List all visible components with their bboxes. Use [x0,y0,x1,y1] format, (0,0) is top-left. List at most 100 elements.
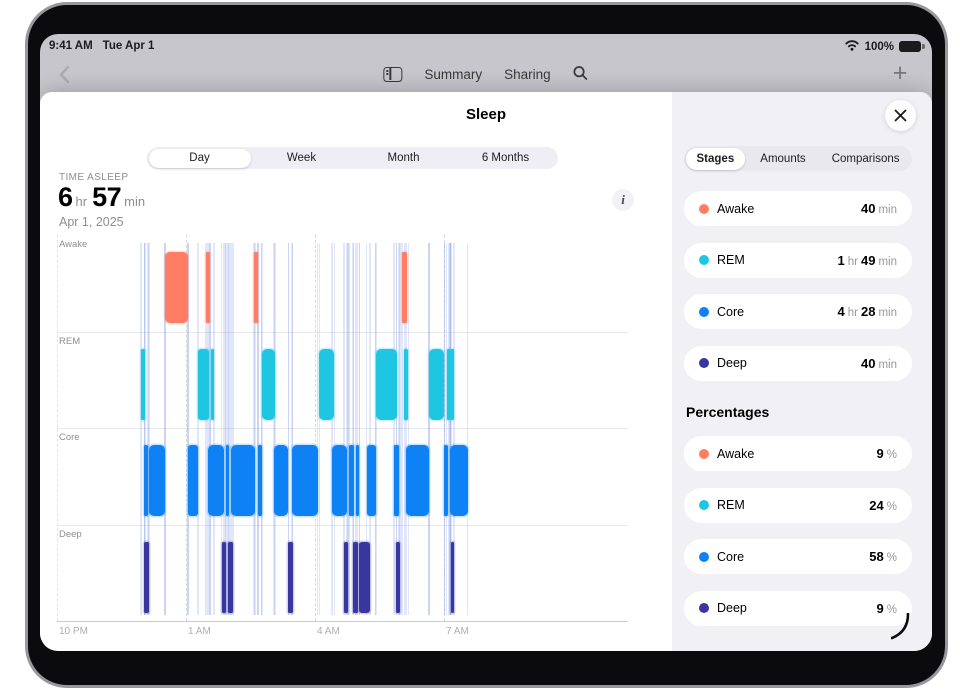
stage-transition-line [287,243,290,615]
stage-transition-line [220,243,223,615]
stage-transition-line [273,243,275,615]
sleep-bar-rem [210,348,214,420]
sleep-bar-core [225,445,230,516]
stage-transition-line [403,243,406,615]
sleep-bar-core [257,445,263,516]
stage-color-dot [699,603,709,613]
sleep-bar-deep [221,541,226,613]
axis-tick-label: 7 AM [446,626,469,637]
sleep-bar-core [188,445,198,516]
sleep-bar-core [405,445,429,516]
sleep-bar-core [291,445,318,516]
stage-transition-line [428,243,430,615]
stage-transition-line [291,243,293,615]
stage-transition-line [453,243,456,615]
nav-bar: Summary Sharing [383,61,588,87]
stages-tab-amounts[interactable]: Amounts [760,152,806,165]
stage-transition-line [164,243,166,615]
value-number: 24 [869,497,884,513]
stage-transition-line [401,243,403,615]
stage-transition-line [144,243,146,615]
range-tab-day[interactable]: Day [148,148,251,168]
stage-transition-line [274,243,276,615]
stage-transition-line [449,243,452,615]
value-unit: hr [75,194,88,209]
stage-transition-line [352,243,354,615]
sleep-bar-awake [401,252,407,323]
page-curl-mark [890,612,913,646]
stage-transition-line [374,243,377,615]
sleep-bar-core [450,445,468,516]
value-unit: % [886,449,897,461]
sleep-bar-deep [352,541,358,613]
value-unit: min [878,204,897,216]
stage-transition-line [356,243,359,615]
axis-tick-label: 10 PM [59,626,88,637]
stage-name: Awake [717,201,755,216]
stage-transition-line [407,243,410,615]
back-button[interactable] [51,61,77,87]
sleep-bar-deep [450,541,455,613]
stage-transition-line [227,243,229,615]
stage-transition-line [450,243,452,615]
sleep-bar-core [444,445,449,516]
stage-transition-line [405,243,408,615]
add-button[interactable]: + [892,58,908,87]
value-unit: hr [847,255,858,268]
sleep-bar-core [332,445,347,516]
status-date: Tue Apr 1 [102,40,155,52]
nav-tab-summary[interactable]: Summary [424,66,483,82]
stage-transition-line [393,243,395,615]
stage-name: REM [717,498,745,512]
stage-transition-line [375,243,377,615]
sleep-bar-awake [164,252,189,323]
value-number: 1 [837,252,845,268]
stage-name: REM [717,253,745,267]
stage-transition-line [228,243,230,615]
sidebar-toggle-icon[interactable] [383,66,403,82]
sleep-stages-chart: 10 PM 1 AM 4 AM 7 AM Awake REM Core Deep [57,235,628,640]
value-unit: min [878,358,897,371]
stage-transition-line [143,243,146,615]
range-tab-week[interactable]: Week [286,152,317,164]
value-unit: hr [847,307,858,319]
search-icon[interactable] [573,65,589,84]
sleep-bar-core [394,445,399,516]
value-number: 4 [837,304,845,319]
stage-transition-line [443,243,446,615]
close-button[interactable] [885,100,916,131]
stage-transition-line [209,243,211,615]
value-unit: % [886,603,897,616]
stage-transition-line [230,243,232,615]
stage-duration-list: Awake 40 min REM 1 hr 49 min Core 4 hr 28 min Deep 40 m… [684,191,912,381]
info-button[interactable]: i [612,189,634,211]
stage-transition-line [449,243,451,615]
value-number: 57 [92,182,122,212]
stage-transition-line [447,243,450,615]
stages-tab-stages[interactable]: Stages [685,147,746,170]
stage-value: 40 min [861,201,897,216]
value-number: 40 [861,355,876,371]
stage-color-dot [699,358,709,368]
sleep-bar-core [231,445,255,516]
stage-color-dot [699,306,709,317]
stage-transition-line [143,243,146,615]
nav-tab-sharing[interactable]: Sharing [504,66,551,82]
stage-transition-line [404,243,407,615]
range-tab-6-months[interactable]: 6 Months [481,152,530,164]
sleep-bar-rem [428,348,445,420]
stage-transition-line [187,243,189,615]
range-tab-month[interactable]: Month [387,152,420,164]
sleep-bar-deep [288,541,293,613]
stage-value: 9% [877,601,897,616]
stage-transition-line [466,243,469,615]
percentages-heading: Percentages [686,404,770,420]
status-bar-left: 9:41 AM Tue Apr 1 [49,40,154,52]
stage-transition-line [254,243,256,615]
battery-percent: 100% [864,40,894,53]
stage-transition-line [223,243,225,615]
value-number: 6 [58,182,73,212]
stage-color-dot [699,500,709,510]
stages-tab-comparisons[interactable]: Comparisons [831,152,900,165]
stage-transition-line [147,243,150,615]
